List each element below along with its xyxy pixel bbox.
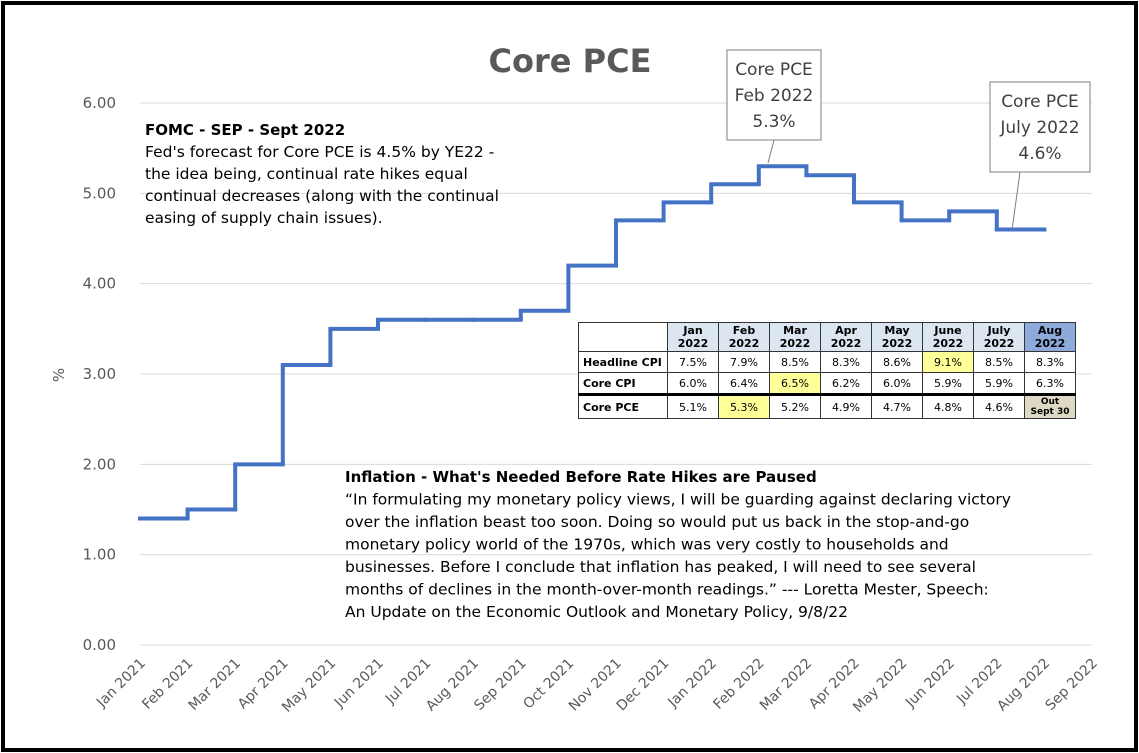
header-year: 2022 — [779, 337, 811, 350]
table-row: Core CPI 6.0% 6.4% 6.5% 6.2% 6.0% 5.9% 5.9% 6.3% — [578, 372, 1076, 395]
header-year: 2022 — [830, 337, 862, 350]
y-tick-label: 6.00 — [83, 94, 116, 112]
table-header-cell: May 2022 — [871, 322, 923, 352]
annotation-text: monetary policy world of the 1970s, whic… — [345, 536, 949, 554]
header-year: 2022 — [1034, 337, 1066, 350]
table-corner — [578, 322, 668, 352]
y-tick-label: 5.00 — [83, 184, 116, 202]
table-cell: 5.1% — [667, 393, 719, 419]
callout-box — [726, 49, 822, 141]
callout-text: Core PCE — [735, 60, 813, 80]
header-year: 2022 — [983, 337, 1015, 350]
header-month: Aug — [1037, 324, 1063, 337]
table-row: Core PCE 5.1% 5.3% 5.2% 4.9% 4.7% 4.8% 4.6% Out … — [578, 393, 1076, 419]
header-month: July — [987, 324, 1011, 337]
table-cell: 4.8% — [922, 393, 974, 419]
table-cell: 7.9% — [718, 351, 770, 373]
y-tick-label: 2.00 — [83, 455, 116, 473]
table-cell: 5.3% — [718, 393, 770, 419]
callout-text: July 2022 — [999, 118, 1079, 138]
header-month: June — [934, 324, 962, 337]
table-cell: 8.3% — [820, 351, 872, 373]
table-cell: 5.9% — [973, 372, 1025, 395]
row-label: Headline CPI — [578, 351, 668, 373]
table-cell: 8.6% — [871, 351, 923, 373]
annotation-text: continual decreases (along with the cont… — [145, 187, 499, 205]
table-cell: Out Sept 30 — [1024, 393, 1076, 419]
header-month: Apr — [835, 324, 857, 337]
annotation-heading: FOMC - SEP - Sept 2022 — [145, 121, 345, 139]
table-cell: 6.5% — [769, 372, 821, 395]
header-month: Feb — [732, 324, 756, 337]
table-header-cell: June 2022 — [922, 322, 974, 352]
callout-text: Core PCE — [1001, 92, 1079, 112]
y-tick-label: 0.00 — [83, 636, 116, 654]
data-table: Jan 2022 Feb 2022 Mar 2022 Apr 2022 May 2022 June 2… — [578, 322, 1076, 419]
table-cell: 8.3% — [1024, 351, 1076, 373]
table-cell: 6.2% — [820, 372, 872, 395]
callout-text: Feb 2022 — [735, 86, 814, 106]
annotation-heading: Inflation - What's Needed Before Rate Hi… — [345, 468, 817, 486]
annotation-text: “In formulating my monetary policy views… — [345, 491, 1011, 509]
table-cell: 5.9% — [922, 372, 974, 395]
table-row: Headline CPI 7.5% 7.9% 8.5% 8.3% 8.6% 9.1% 8.5%… — [578, 351, 1076, 373]
table-header-row: Jan 2022 Feb 2022 Mar 2022 Apr 2022 May 2022 June 2… — [578, 322, 1076, 352]
table-cell: 5.2% — [769, 393, 821, 419]
table-cell: 6.0% — [667, 372, 719, 395]
table-cell: 6.0% — [871, 372, 923, 395]
table-header-cell: Jan 2022 — [667, 322, 719, 352]
annotation-text: Fed's forecast for Core PCE is 4.5% by Y… — [145, 143, 494, 161]
table-cell: 8.5% — [769, 351, 821, 373]
annotation-text: months of declines in the month-over-mon… — [345, 581, 989, 599]
row-label: Core CPI — [578, 372, 668, 395]
callout-leader — [1011, 171, 1021, 231]
table-cell: 8.5% — [973, 351, 1025, 373]
table-cell: 4.9% — [820, 393, 872, 419]
header-month: Jan — [683, 324, 703, 337]
header-month: Mar — [783, 324, 807, 337]
table-header-cell: Aug 2022 — [1024, 322, 1076, 352]
annotation-text: the idea being, continual rate hikes equ… — [145, 165, 468, 183]
chart-title: Core PCE — [489, 42, 652, 80]
header-year: 2022 — [881, 337, 913, 350]
header-year: 2022 — [677, 337, 709, 350]
callout-text: 5.3% — [752, 112, 795, 132]
table-header-cell: Mar 2022 — [769, 322, 821, 352]
table-cell: 4.6% — [973, 393, 1025, 419]
table-header-cell: Feb 2022 — [718, 322, 770, 352]
table-cell: 9.1% — [922, 351, 974, 373]
table-cell: 6.3% — [1024, 372, 1076, 395]
callout-box — [989, 81, 1091, 173]
table-cell: 4.7% — [871, 393, 923, 419]
y-axis-label: % — [50, 368, 68, 382]
y-tick-label: 4.00 — [83, 275, 116, 293]
table-header-cell: July 2022 — [973, 322, 1025, 352]
y-tick-label: 1.00 — [83, 546, 116, 564]
callout-text: 4.6% — [1018, 144, 1061, 164]
annotation-text: An Update on the Economic Outlook and Mo… — [345, 603, 848, 621]
header-month: May — [884, 324, 910, 337]
annotation-text: businesses. Before I conclude that infla… — [345, 558, 976, 576]
callout-leader — [767, 139, 775, 164]
row-label: Core PCE — [578, 393, 668, 419]
y-tick-label: 3.00 — [83, 365, 116, 383]
header-year: 2022 — [932, 337, 964, 350]
table-cell: 6.4% — [718, 372, 770, 395]
table-header-cell: Apr 2022 — [820, 322, 872, 352]
header-year: 2022 — [728, 337, 760, 350]
table-cell: 7.5% — [667, 351, 719, 373]
annotation-text: easing of supply chain issues). — [145, 209, 383, 227]
annotation-text: over the inflation beast too soon. Doing… — [345, 513, 969, 531]
